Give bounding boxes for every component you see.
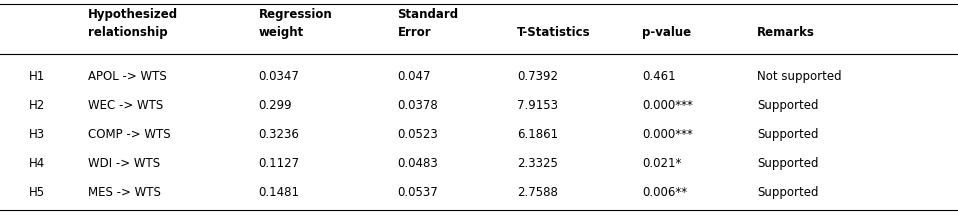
Text: Supported: Supported <box>757 128 818 141</box>
Text: Supported: Supported <box>757 186 818 199</box>
Text: T-Statistics: T-Statistics <box>517 26 591 39</box>
Text: Regression: Regression <box>259 8 332 21</box>
Text: 0.461: 0.461 <box>642 70 675 83</box>
Text: 0.3236: 0.3236 <box>259 128 300 141</box>
Text: p-value: p-value <box>642 26 691 39</box>
Text: 0.0523: 0.0523 <box>398 128 439 141</box>
Text: Supported: Supported <box>757 99 818 112</box>
Text: 0.0378: 0.0378 <box>398 99 439 112</box>
Text: Supported: Supported <box>757 157 818 170</box>
Text: 0.0347: 0.0347 <box>259 70 300 83</box>
Text: COMP -> WTS: COMP -> WTS <box>88 128 171 141</box>
Text: 6.1861: 6.1861 <box>517 128 559 141</box>
Text: H1: H1 <box>29 70 45 83</box>
Text: H4: H4 <box>29 157 45 170</box>
Text: 0.299: 0.299 <box>259 99 292 112</box>
Text: Standard: Standard <box>398 8 459 21</box>
Text: H2: H2 <box>29 99 45 112</box>
Text: 0.047: 0.047 <box>398 70 431 83</box>
Text: H3: H3 <box>29 128 45 141</box>
Text: 0.1481: 0.1481 <box>259 186 300 199</box>
Text: 7.9153: 7.9153 <box>517 99 559 112</box>
Text: H5: H5 <box>29 186 45 199</box>
Text: Hypothesized: Hypothesized <box>88 8 178 21</box>
Text: weight: weight <box>259 26 304 39</box>
Text: Remarks: Remarks <box>757 26 814 39</box>
Text: relationship: relationship <box>88 26 168 39</box>
Text: 0.000***: 0.000*** <box>642 99 693 112</box>
Text: 0.0483: 0.0483 <box>398 157 439 170</box>
Text: MES -> WTS: MES -> WTS <box>88 186 161 199</box>
Text: 2.3325: 2.3325 <box>517 157 559 170</box>
Text: 0.000***: 0.000*** <box>642 128 693 141</box>
Text: APOL -> WTS: APOL -> WTS <box>88 70 167 83</box>
Text: 0.0537: 0.0537 <box>398 186 439 199</box>
Text: WDI -> WTS: WDI -> WTS <box>88 157 160 170</box>
Text: 0.7392: 0.7392 <box>517 70 559 83</box>
Text: Error: Error <box>398 26 431 39</box>
Text: 0.021*: 0.021* <box>642 157 681 170</box>
Text: 2.7588: 2.7588 <box>517 186 559 199</box>
Text: 0.1127: 0.1127 <box>259 157 300 170</box>
Text: Not supported: Not supported <box>757 70 841 83</box>
Text: WEC -> WTS: WEC -> WTS <box>88 99 164 112</box>
Text: 0.006**: 0.006** <box>642 186 687 199</box>
